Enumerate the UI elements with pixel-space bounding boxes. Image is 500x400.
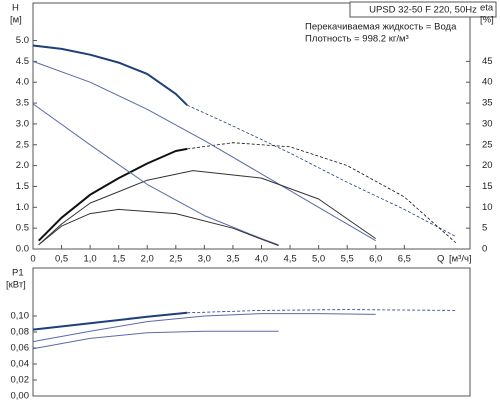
plot-frame (32, 267, 471, 397)
x-tick-label: 0 (30, 254, 35, 265)
x-tick-label: 6,5 (398, 254, 411, 265)
annotation: Перекачиваемая жидкость = Вода (305, 22, 457, 33)
annotation: Плотность = 998.2 кг/м³ (305, 34, 409, 45)
x-tick-label: 1,0 (84, 254, 97, 265)
x-tick-label: 2,0 (141, 254, 154, 265)
y-tick-label: 0,04 (11, 359, 30, 370)
y-tick-label: 0,02 (11, 375, 30, 386)
curve (32, 103, 279, 246)
title-box (349, 1, 497, 18)
chart-title: UPSD 32-50 F 220, 50Hz (369, 5, 477, 16)
y-tick-label: 0,10 (11, 311, 30, 322)
x-tick-label: 3,5 (226, 254, 239, 265)
x-tick-label: 0,5 (55, 254, 68, 265)
y-tick-label: 0,06 (11, 343, 30, 354)
x-tick-label: 4,0 (255, 254, 268, 265)
y-axis-label: H (12, 3, 19, 14)
y-tick-label: 3.5 (16, 98, 29, 109)
y-axis-label: P1 (12, 268, 24, 279)
curve (32, 313, 376, 343)
curve (32, 60, 376, 242)
y-tick-label: 4.0 (16, 77, 29, 88)
y-tick-label: 4.5 (16, 56, 29, 67)
y-tick-label: 1.0 (16, 202, 29, 213)
x-tick-label: 5,0 (312, 254, 325, 265)
curve (187, 309, 456, 314)
x-tick-label: 4,5 (283, 254, 296, 265)
curve (32, 330, 279, 350)
y-tick-label: 3.0 (16, 118, 29, 129)
y2-tick-label: 35 (482, 98, 493, 109)
x-axis-unit: [м³/ч] (449, 254, 472, 265)
y2-tick-label: 15 (482, 181, 493, 192)
y2-tick-label: 25 (482, 139, 493, 150)
y-axis-unit: [кВт] (6, 280, 26, 291)
y-tick-label: 0,00 (11, 391, 30, 400)
y2-axis-label: eta (480, 3, 494, 14)
y-tick-label: 2.5 (16, 139, 29, 150)
y2-tick-label: 30 (482, 118, 493, 129)
curve (32, 311, 188, 331)
y2-axis-unit: [%] (480, 15, 494, 26)
curve (38, 208, 279, 247)
curve (38, 170, 376, 246)
y-tick-label: 0,08 (11, 327, 30, 338)
y-tick-label: 2.0 (16, 160, 29, 171)
curve (187, 104, 456, 237)
y-tick-label: 0.0 (16, 244, 29, 255)
curve (32, 44, 188, 106)
y-tick-label: 1.5 (16, 181, 29, 192)
y2-tick-label: 10 (482, 202, 493, 213)
y-tick-label: 5.0 (16, 35, 29, 46)
x-tick-label: 2,5 (169, 254, 182, 265)
x-axis-label: Q (437, 254, 444, 265)
x-tick-label: 1,5 (112, 254, 125, 265)
y2-tick-label: 20 (482, 160, 493, 171)
curve (187, 142, 456, 243)
y-axis-unit: [м] (10, 15, 22, 26)
y2-tick-label: 0 (482, 244, 487, 255)
plot-frame (32, 2, 471, 250)
y2-tick-label: 5 (482, 223, 487, 234)
x-tick-label: 6,0 (369, 254, 382, 265)
curve (37, 147, 188, 242)
y2-tick-label: 45 (482, 56, 493, 67)
y-tick-label: 0.5 (16, 223, 29, 234)
y2-tick-label: 40 (482, 77, 493, 88)
x-tick-label: 3,0 (198, 254, 211, 265)
x-tick-label: 5,5 (341, 254, 354, 265)
